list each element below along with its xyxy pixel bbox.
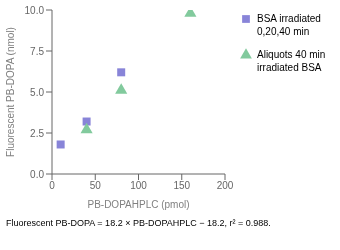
svg-text:10.0: 10.0: [25, 5, 45, 16]
svg-text:0.0: 0.0: [30, 169, 44, 180]
svg-text:PB-DOPAHPLC (pmol): PB-DOPAHPLC (pmol): [87, 199, 189, 210]
svg-text:0: 0: [49, 180, 55, 191]
html-text:Aliquots 40 min irradiated BSA: Aliquots 40 min irradiated BSA: [257, 49, 326, 73]
html-text:BSA irradiated 0,20,40 min: BSA irradiated 0,20,40 min: [257, 13, 321, 37]
svg-text:7.5: 7.5: [30, 46, 44, 57]
svg-text:100: 100: [130, 180, 147, 191]
svg-text:5.0: 5.0: [30, 87, 44, 98]
svg-text:Fluorescent PB-DOPA (nmol): Fluorescent PB-DOPA (nmol): [8, 27, 16, 157]
svg-text:50: 50: [90, 180, 102, 191]
html-text:Fluorescent PB-DOPA = 18.2 × P: Fluorescent PB-DOPA = 18.2 × PB-DOPAHPLC…: [6, 218, 271, 228]
svg-text:200: 200: [217, 180, 234, 191]
svg-text:2.5: 2.5: [30, 128, 44, 139]
svg-text:150: 150: [173, 180, 190, 191]
